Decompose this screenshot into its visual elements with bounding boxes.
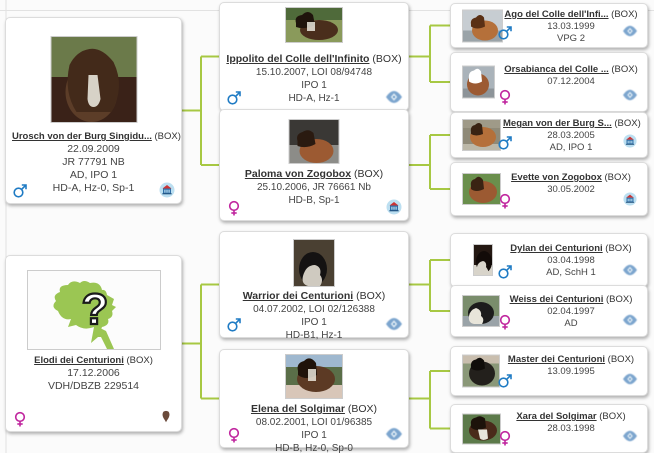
svg-text:?: ? [81,285,108,334]
